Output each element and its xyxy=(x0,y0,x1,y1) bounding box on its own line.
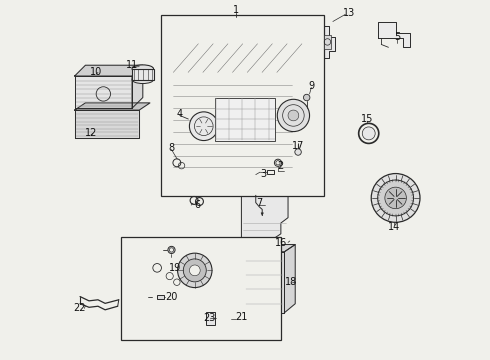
Text: 4: 4 xyxy=(177,109,183,119)
Circle shape xyxy=(166,273,173,280)
Circle shape xyxy=(190,265,200,276)
Circle shape xyxy=(170,248,173,252)
Circle shape xyxy=(168,246,175,253)
Circle shape xyxy=(153,264,161,272)
Polygon shape xyxy=(378,22,410,47)
Circle shape xyxy=(378,180,414,216)
Ellipse shape xyxy=(205,311,215,315)
Ellipse shape xyxy=(205,323,215,327)
Text: 1: 1 xyxy=(233,5,239,15)
Circle shape xyxy=(362,127,375,140)
Text: 3: 3 xyxy=(261,168,267,179)
Text: 12: 12 xyxy=(85,129,97,138)
Text: 19: 19 xyxy=(169,263,181,273)
Text: 10: 10 xyxy=(90,67,102,77)
Polygon shape xyxy=(173,72,292,169)
Circle shape xyxy=(303,94,310,101)
Bar xyxy=(161,15,324,196)
Polygon shape xyxy=(245,244,295,252)
Ellipse shape xyxy=(132,65,153,73)
Polygon shape xyxy=(128,255,245,288)
Text: 21: 21 xyxy=(235,312,247,322)
Bar xyxy=(205,312,215,325)
Circle shape xyxy=(385,187,406,209)
Text: 8: 8 xyxy=(169,143,174,153)
Bar xyxy=(324,36,331,49)
Bar xyxy=(132,69,153,80)
Circle shape xyxy=(359,123,379,143)
Text: 5: 5 xyxy=(394,32,400,41)
Circle shape xyxy=(177,253,212,288)
Bar xyxy=(267,170,274,174)
Circle shape xyxy=(183,259,206,282)
Polygon shape xyxy=(285,244,295,313)
Text: 9: 9 xyxy=(308,81,315,91)
Text: 6: 6 xyxy=(195,200,201,210)
Circle shape xyxy=(288,110,299,121)
Polygon shape xyxy=(74,103,150,110)
Polygon shape xyxy=(292,44,317,169)
Text: 16: 16 xyxy=(275,238,287,248)
Polygon shape xyxy=(320,26,335,58)
Text: 2: 2 xyxy=(278,161,284,171)
Text: 20: 20 xyxy=(165,292,178,302)
Circle shape xyxy=(371,174,420,222)
Polygon shape xyxy=(74,76,132,108)
Bar xyxy=(215,98,275,140)
Circle shape xyxy=(173,279,180,285)
Polygon shape xyxy=(132,65,143,108)
Circle shape xyxy=(295,149,301,155)
Bar xyxy=(157,295,164,299)
Text: 13: 13 xyxy=(343,8,355,18)
Text: 22: 22 xyxy=(73,303,86,314)
Polygon shape xyxy=(245,252,285,313)
Text: 14: 14 xyxy=(388,222,400,231)
Circle shape xyxy=(190,112,218,140)
Text: 17: 17 xyxy=(292,141,304,151)
Ellipse shape xyxy=(132,76,153,84)
Bar xyxy=(122,237,281,339)
Text: 23: 23 xyxy=(204,313,216,323)
Polygon shape xyxy=(173,44,317,72)
Polygon shape xyxy=(242,194,288,241)
Text: 15: 15 xyxy=(361,114,373,124)
Polygon shape xyxy=(231,315,247,323)
Polygon shape xyxy=(74,65,143,76)
Circle shape xyxy=(277,99,310,132)
Text: 7: 7 xyxy=(256,198,263,208)
Text: 18: 18 xyxy=(285,277,297,287)
Text: 11: 11 xyxy=(126,60,138,70)
Polygon shape xyxy=(74,110,139,138)
